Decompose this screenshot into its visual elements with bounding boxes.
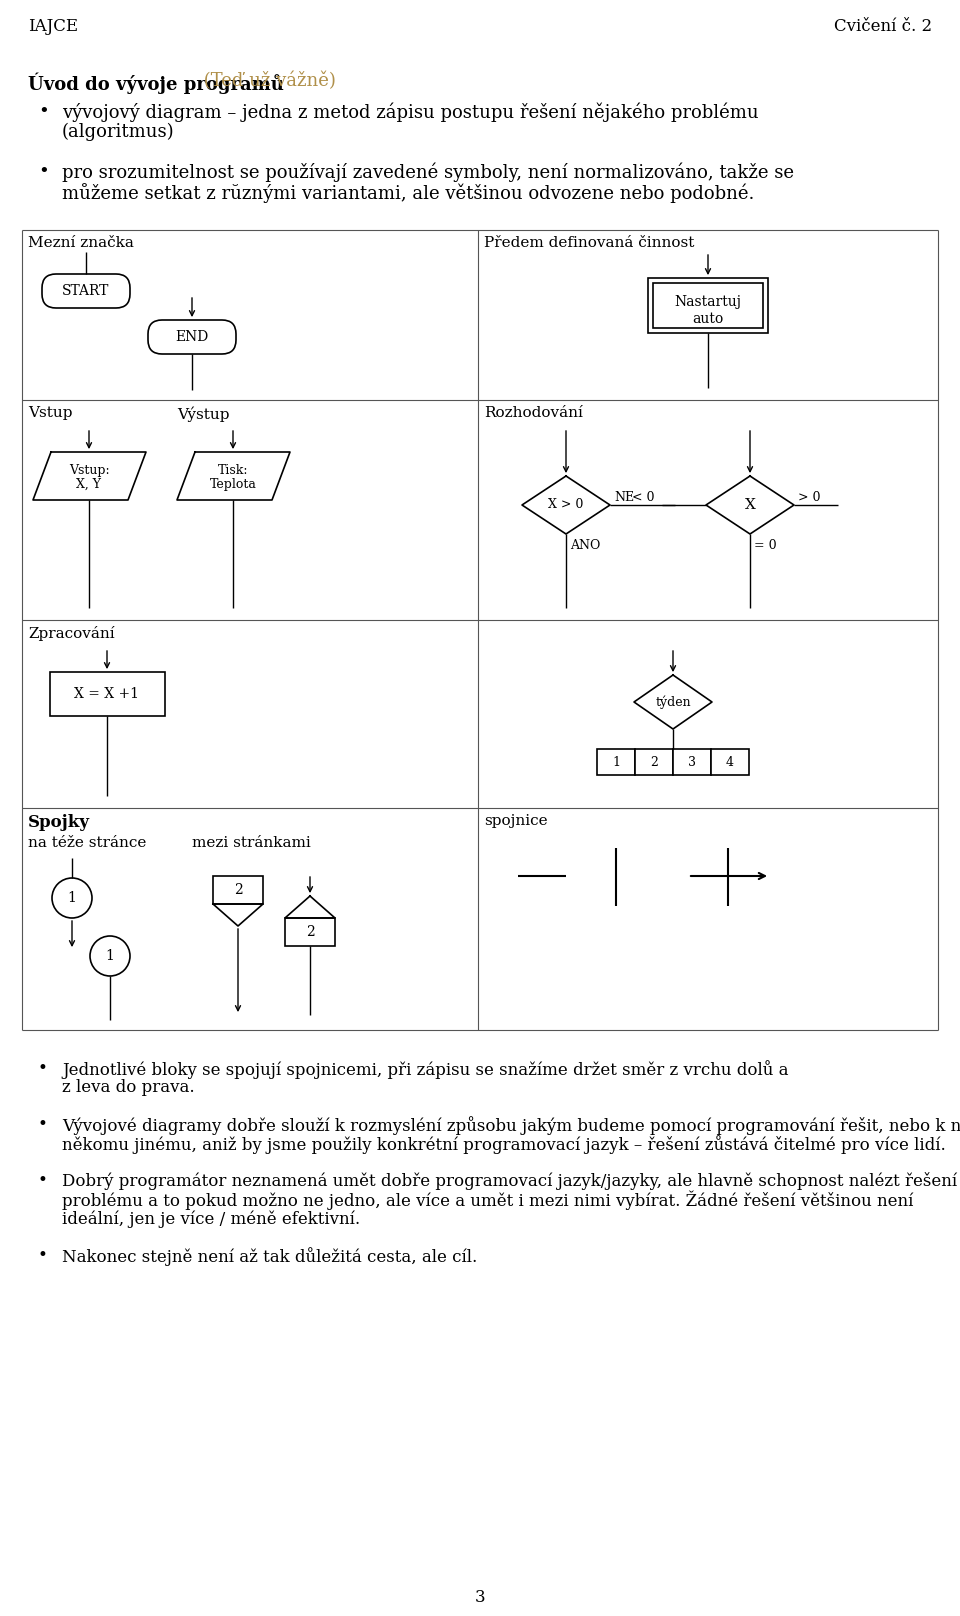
Text: < 0: < 0 <box>632 491 654 504</box>
Text: ANO: ANO <box>570 540 600 553</box>
Text: Dobrý programátor neznamená umět dobře programovací jazyk/jazyky, ale hlavně sch: Dobrý programátor neznamená umět dobře p… <box>62 1172 957 1189</box>
Text: Nakonec stejně není až tak důležitá cesta, ale cíl.: Nakonec stejně není až tak důležitá cest… <box>62 1248 477 1265</box>
Text: Spojky: Spojky <box>28 814 90 831</box>
Text: > 0: > 0 <box>798 491 821 504</box>
Bar <box>285 918 335 945</box>
Bar <box>597 748 635 776</box>
Text: 4: 4 <box>726 756 734 769</box>
Bar <box>50 672 165 716</box>
Text: 1: 1 <box>106 949 114 963</box>
Text: •: • <box>38 1060 48 1076</box>
Circle shape <box>90 936 130 976</box>
Text: Mezní značka: Mezní značka <box>28 236 133 250</box>
Text: •: • <box>38 1248 48 1264</box>
Text: Výstup: Výstup <box>177 406 229 422</box>
Text: Tisk:: Tisk: <box>218 464 249 477</box>
Bar <box>635 748 673 776</box>
Text: (Teď už vážně): (Teď už vážně) <box>198 73 336 90</box>
Text: na téže stránce: na téže stránce <box>28 835 146 850</box>
Text: 1: 1 <box>67 890 77 905</box>
Text: END: END <box>176 330 208 344</box>
Text: auto: auto <box>692 312 724 326</box>
Bar <box>213 876 263 903</box>
Text: Cvičení č. 2: Cvičení č. 2 <box>834 18 932 36</box>
Text: 3: 3 <box>688 756 696 769</box>
Text: ideální, jen je více / méně efektivní.: ideální, jen je více / méně efektivní. <box>62 1210 360 1228</box>
Text: Předem definovaná činnost: Předem definovaná činnost <box>484 236 694 250</box>
Text: Rozhodování: Rozhodování <box>484 406 583 420</box>
Text: •: • <box>38 163 49 181</box>
Text: •: • <box>38 1172 48 1189</box>
Text: Zpracování: Zpracování <box>28 625 114 642</box>
Text: •: • <box>38 103 49 121</box>
Text: X > 0: X > 0 <box>548 498 584 512</box>
Text: z leva do prava.: z leva do prava. <box>62 1079 195 1096</box>
Text: Úvod do vývoje programů: Úvod do vývoje programů <box>28 73 284 94</box>
Text: X = X +1: X = X +1 <box>75 687 139 701</box>
Text: pro srozumitelnost se používají zavedené symboly, není normalizováno, takže se: pro srozumitelnost se používají zavedené… <box>62 163 794 183</box>
Text: 2: 2 <box>233 882 242 897</box>
Text: Vstup:: Vstup: <box>69 464 109 477</box>
Text: týden: týden <box>655 695 691 709</box>
Text: Teplota: Teplota <box>209 478 256 491</box>
Text: IAJCE: IAJCE <box>28 18 78 36</box>
Bar <box>648 278 768 333</box>
Text: problému a to pokud možno ne jedno, ale více a umět i mezi nimi vybírat. Žádné ř: problému a to pokud možno ne jedno, ale … <box>62 1191 913 1210</box>
Text: X: X <box>745 498 756 512</box>
Bar <box>711 748 749 776</box>
Text: Jednotlivé bloky se spojují spojnicemi, při zápisu se snažíme držet směr z vrchu: Jednotlivé bloky se spojují spojnicemi, … <box>62 1060 788 1079</box>
Text: 1: 1 <box>612 756 620 769</box>
Circle shape <box>52 877 92 918</box>
Text: 3: 3 <box>474 1590 486 1606</box>
FancyBboxPatch shape <box>42 275 130 309</box>
Text: spojnice: spojnice <box>484 814 547 827</box>
Text: Vstup: Vstup <box>28 406 73 420</box>
Text: 2: 2 <box>650 756 658 769</box>
Text: někomu jinému, aniž by jsme použily konkrétní programovací jazyk – řešení zůstáv: někomu jinému, aniž by jsme použily konk… <box>62 1134 946 1154</box>
FancyBboxPatch shape <box>148 320 236 354</box>
Text: Vývojové diagramy dobře slouží k rozmysléní způsobu jakým budeme pomocí programo: Vývojové diagramy dobře slouží k rozmysl… <box>62 1117 960 1134</box>
Text: NE: NE <box>614 491 635 504</box>
Text: Nastartuj: Nastartuj <box>675 296 741 309</box>
Text: X, Y: X, Y <box>77 478 102 491</box>
Text: 2: 2 <box>305 924 314 939</box>
Text: = 0: = 0 <box>754 540 777 553</box>
Text: mezi stránkami: mezi stránkami <box>192 835 311 850</box>
Text: •: • <box>38 1117 48 1133</box>
Text: vývojový diagram – jedna z metod zápisu postupu řešení nějakého problému: vývojový diagram – jedna z metod zápisu … <box>62 103 758 123</box>
Text: START: START <box>62 284 109 297</box>
Text: můžeme setkat z rŭznými variantami, ale většinou odvozene nebo podobné.: můžeme setkat z rŭznými variantami, ale … <box>62 183 755 204</box>
Text: (algoritmus): (algoritmus) <box>62 123 175 141</box>
Bar <box>673 748 711 776</box>
Bar <box>653 283 763 328</box>
